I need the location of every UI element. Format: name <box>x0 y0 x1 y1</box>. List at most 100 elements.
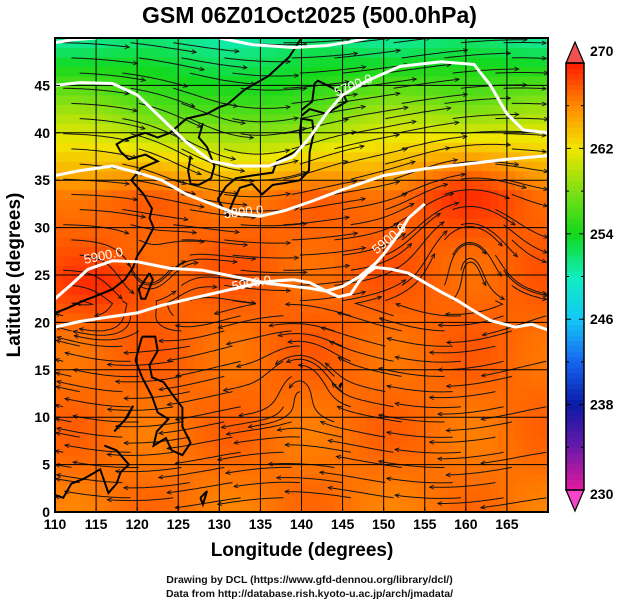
field-cell <box>112 170 122 181</box>
field-cell <box>276 237 286 248</box>
streamline <box>283 161 347 180</box>
field-cell <box>120 341 130 352</box>
field-cell <box>383 113 393 124</box>
field-cell <box>120 426 130 437</box>
colorbar-cell <box>566 345 584 352</box>
field-cell <box>268 142 278 153</box>
field-cell <box>235 502 245 512</box>
field-cell <box>301 180 311 191</box>
field-cell <box>243 398 253 409</box>
field-cell <box>449 369 459 380</box>
field-cell <box>128 75 138 86</box>
streamline <box>75 330 140 341</box>
field-cell <box>359 142 368 153</box>
field-cell <box>539 132 548 143</box>
field-cell <box>211 256 220 267</box>
field-cell <box>498 123 508 134</box>
field-cell <box>432 483 442 494</box>
field-cell <box>474 436 483 447</box>
field-cell <box>178 464 188 475</box>
field-cell <box>515 445 524 456</box>
field-cell <box>219 493 229 504</box>
streamline <box>57 337 123 347</box>
field-cell <box>326 417 335 428</box>
field-cell <box>211 303 220 314</box>
field-cell <box>301 303 311 314</box>
field-cell <box>432 218 442 229</box>
field-cell <box>293 208 303 219</box>
field-cell <box>186 369 196 380</box>
field-cell <box>317 379 327 390</box>
field-cell <box>506 104 516 115</box>
field-cell <box>252 464 262 475</box>
field-cell <box>128 94 138 105</box>
field-cell <box>211 284 220 295</box>
field-cell <box>194 436 204 447</box>
y-tick-label: 5 <box>42 457 50 473</box>
field-cell <box>309 94 319 105</box>
field-cell <box>465 331 475 342</box>
streamline <box>503 88 546 89</box>
field-cell <box>194 341 204 352</box>
colorbar-tick-label: 246 <box>590 311 614 327</box>
field-cell <box>317 464 327 475</box>
field-cell <box>276 265 286 276</box>
field-cell <box>285 170 294 181</box>
field-cell <box>227 407 237 418</box>
field-cell <box>112 265 122 276</box>
field-cell <box>326 303 335 314</box>
field-cell <box>465 417 475 428</box>
field-cell <box>342 189 352 200</box>
field-cell <box>137 246 146 257</box>
field-cell <box>252 312 262 323</box>
colorbar-cell <box>566 217 584 224</box>
field-cell <box>432 398 442 409</box>
field-cell <box>128 341 138 352</box>
field-cell <box>260 341 270 352</box>
streamline <box>503 270 547 296</box>
field-cell <box>515 85 524 96</box>
field-cell <box>194 379 204 390</box>
field-cell <box>465 483 475 494</box>
field-cell <box>383 407 393 418</box>
field-cell <box>474 237 483 248</box>
field-cell <box>523 38 533 49</box>
field-cell <box>219 237 229 248</box>
streamline <box>176 315 241 327</box>
coastline <box>187 123 216 186</box>
field-cell <box>416 75 426 86</box>
field-cell <box>120 483 130 494</box>
field-cell <box>55 246 64 257</box>
field-cell <box>531 256 541 267</box>
field-cell <box>243 341 253 352</box>
field-cell <box>293 369 303 380</box>
field-cell <box>178 208 188 219</box>
field-cell <box>350 142 360 153</box>
field-cell <box>506 341 516 352</box>
field-cell <box>457 350 467 361</box>
streamline <box>286 445 351 453</box>
field-cell <box>383 123 393 134</box>
field-cell <box>301 493 311 504</box>
field-cell <box>243 455 253 466</box>
field-cell <box>170 379 179 390</box>
field-cell <box>153 94 163 105</box>
field-cell <box>506 303 516 314</box>
colorbar-cell <box>566 260 584 267</box>
field-cell <box>285 464 294 475</box>
field-cell <box>416 284 426 295</box>
field-cell <box>161 388 171 399</box>
field-cell <box>383 199 393 210</box>
field-cell <box>170 170 179 181</box>
field-cell <box>128 85 138 96</box>
field-cell <box>391 161 401 172</box>
field-cell <box>424 426 434 437</box>
field-cell <box>170 227 179 238</box>
colorbar-cell <box>566 351 584 358</box>
field-cell <box>112 417 122 428</box>
field-cell <box>301 341 311 352</box>
streamline <box>299 248 365 256</box>
y-axis-label: Latitude (degrees) <box>4 193 25 358</box>
field-cell <box>515 436 524 447</box>
field-cell <box>96 398 105 409</box>
